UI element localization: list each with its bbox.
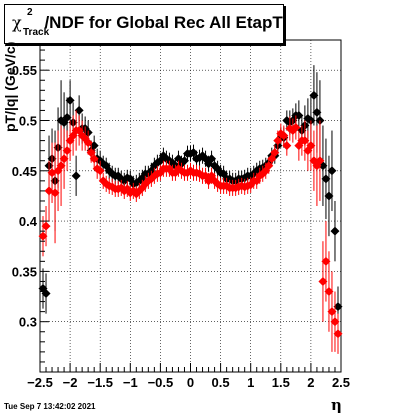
x-tick-label: 1 [247, 375, 254, 390]
data-point [330, 226, 340, 236]
y-tick-label: 0.35 [12, 264, 37, 279]
data-point [56, 161, 66, 171]
data-point [83, 138, 93, 148]
x-tick-label: −2 [63, 375, 78, 390]
y-tick-label: 0.45 [12, 164, 37, 179]
data-point [189, 148, 199, 158]
y-tick-label: 0.4 [19, 214, 38, 229]
data-point [89, 154, 99, 164]
x-tick-label: 1.5 [272, 375, 290, 390]
data-point [71, 171, 81, 181]
x-tick-label: 0 [187, 375, 194, 390]
data-point [333, 302, 343, 312]
data-point [315, 156, 325, 166]
data-point [318, 276, 328, 286]
data-point [321, 256, 331, 266]
data-point [327, 307, 337, 317]
data-point [207, 154, 217, 164]
timestamp: Tue Sep 7 13:42:02 2021 [4, 402, 96, 411]
data-point [282, 141, 292, 151]
data-point [59, 154, 69, 164]
data-point [273, 136, 283, 146]
data-point [321, 174, 331, 184]
data-point [333, 329, 343, 339]
data-point [279, 131, 289, 141]
data-point [38, 231, 48, 241]
red-series [38, 110, 343, 354]
data-point [312, 107, 322, 117]
y-tick-label: 0.55 [12, 63, 37, 78]
data-point [330, 317, 340, 327]
x-axis-label: η [331, 396, 342, 414]
data-point [291, 123, 301, 133]
data-point [324, 287, 334, 297]
data-point [65, 95, 75, 105]
data-point [86, 148, 96, 158]
data-point [294, 110, 304, 120]
title-symbol: χ [12, 13, 22, 32]
y-axis-label: pT/|q| (GeV/c) [2, 41, 18, 132]
data-point [267, 154, 277, 164]
data-point [300, 136, 310, 146]
data-point [74, 105, 84, 115]
title-superscript: 2 [27, 7, 33, 18]
data-point [309, 90, 319, 100]
x-tick-label: 0.5 [212, 375, 230, 390]
x-tick-label: −1 [123, 375, 138, 390]
x-tick-label: −0.5 [148, 375, 174, 390]
data-point [62, 112, 72, 122]
data-point [50, 188, 60, 198]
data-point [41, 221, 51, 231]
data-point [270, 148, 280, 158]
x-tick-label: −1.5 [87, 375, 113, 390]
chart-title: χ 2 Track /NDF for Global Rec All EtapT [12, 7, 283, 38]
data-point [264, 161, 274, 171]
y-tick-label: 0.3 [19, 315, 37, 330]
y-tick-label: 0.5 [19, 113, 37, 128]
data-point [95, 166, 105, 176]
x-tick-label: 2 [307, 375, 314, 390]
data-point [89, 141, 99, 151]
data-point [327, 166, 337, 176]
title-text: /NDF for Global Rec All EtapT [44, 13, 283, 32]
data-points [38, 65, 343, 354]
data-point [324, 191, 334, 201]
title-box: χ 2 Track /NDF for Global Rec All EtapT [4, 4, 284, 44]
x-tick-label: 2.5 [332, 375, 350, 390]
axes: −2.5 −2 −1.5 −1 −0.5 0 0.5 1 1.5 2 2.5 0.3 0.35 0.4 0.… [12, 39, 350, 390]
x-tick-label: −2.5 [27, 375, 53, 390]
data-point [179, 156, 189, 166]
title-subscript: Track [23, 27, 50, 38]
data-point [306, 141, 316, 151]
data-point [62, 146, 72, 156]
